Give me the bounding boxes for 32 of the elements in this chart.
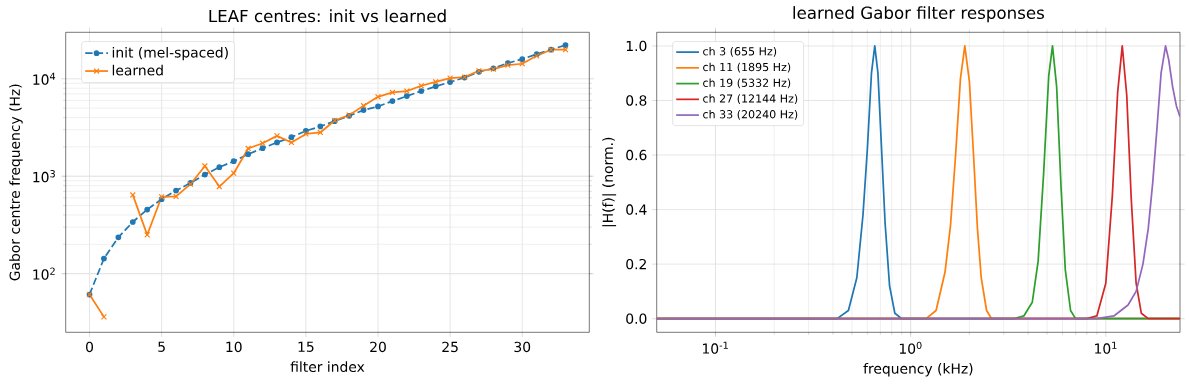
legend-label: ch 3 (655 Hz) xyxy=(703,46,777,57)
chart-title: LEAF centres: init vs learned xyxy=(209,9,446,23)
legend-label: ch 27 (12144 Hz) xyxy=(703,94,798,104)
x-tick-label: 30 xyxy=(514,341,531,353)
x-tick-label: 20 xyxy=(370,341,386,353)
x-tick-label: 10 xyxy=(226,341,242,353)
legend-label: ch 33 (20240 Hz) xyxy=(703,109,798,120)
x-axis-title: filter index xyxy=(290,361,365,373)
legend-label: ch 19 (5332 Hz) xyxy=(703,78,791,89)
legend-label: init (mel-spaced) xyxy=(112,46,228,61)
x-tick-label: 10$^{1}$ xyxy=(1095,341,1117,354)
legend-label: learned xyxy=(112,64,163,76)
x-axis-title: frequency (kHz) xyxy=(863,363,973,377)
legend-label: ch 11 (1895 Hz) xyxy=(703,62,791,73)
y-tick-label: 0.6 xyxy=(626,149,647,161)
x-tick-label: 5 xyxy=(158,341,165,352)
y-tick-label: 10$^{2}$ xyxy=(33,267,55,280)
x-tick-label: 15 xyxy=(298,341,314,352)
x-tick-label: 10$^{0}$ xyxy=(899,341,922,354)
y-tick-label: 0.4 xyxy=(626,204,647,215)
y-tick-label: 0.0 xyxy=(626,313,647,324)
y-tick-label: 1.0 xyxy=(626,40,647,52)
y-tick-label: 10$^{4}$ xyxy=(33,72,56,85)
chart-title: learned Gabor filter responses xyxy=(793,6,1044,23)
y-tick-label: 0.8 xyxy=(626,95,647,106)
y-axis-title: Gabor centre frequency (Hz) xyxy=(9,84,23,281)
y-tick-label: 0.2 xyxy=(626,258,646,270)
x-tick-label: 10$^{-1}$ xyxy=(702,341,728,354)
x-tick-label: 25 xyxy=(442,341,458,353)
y-tick-label: 10$^{3}$ xyxy=(33,170,55,183)
x-tick-label: 0 xyxy=(86,341,93,353)
y-axis-title: |H(f)| (norm.) xyxy=(602,137,617,227)
